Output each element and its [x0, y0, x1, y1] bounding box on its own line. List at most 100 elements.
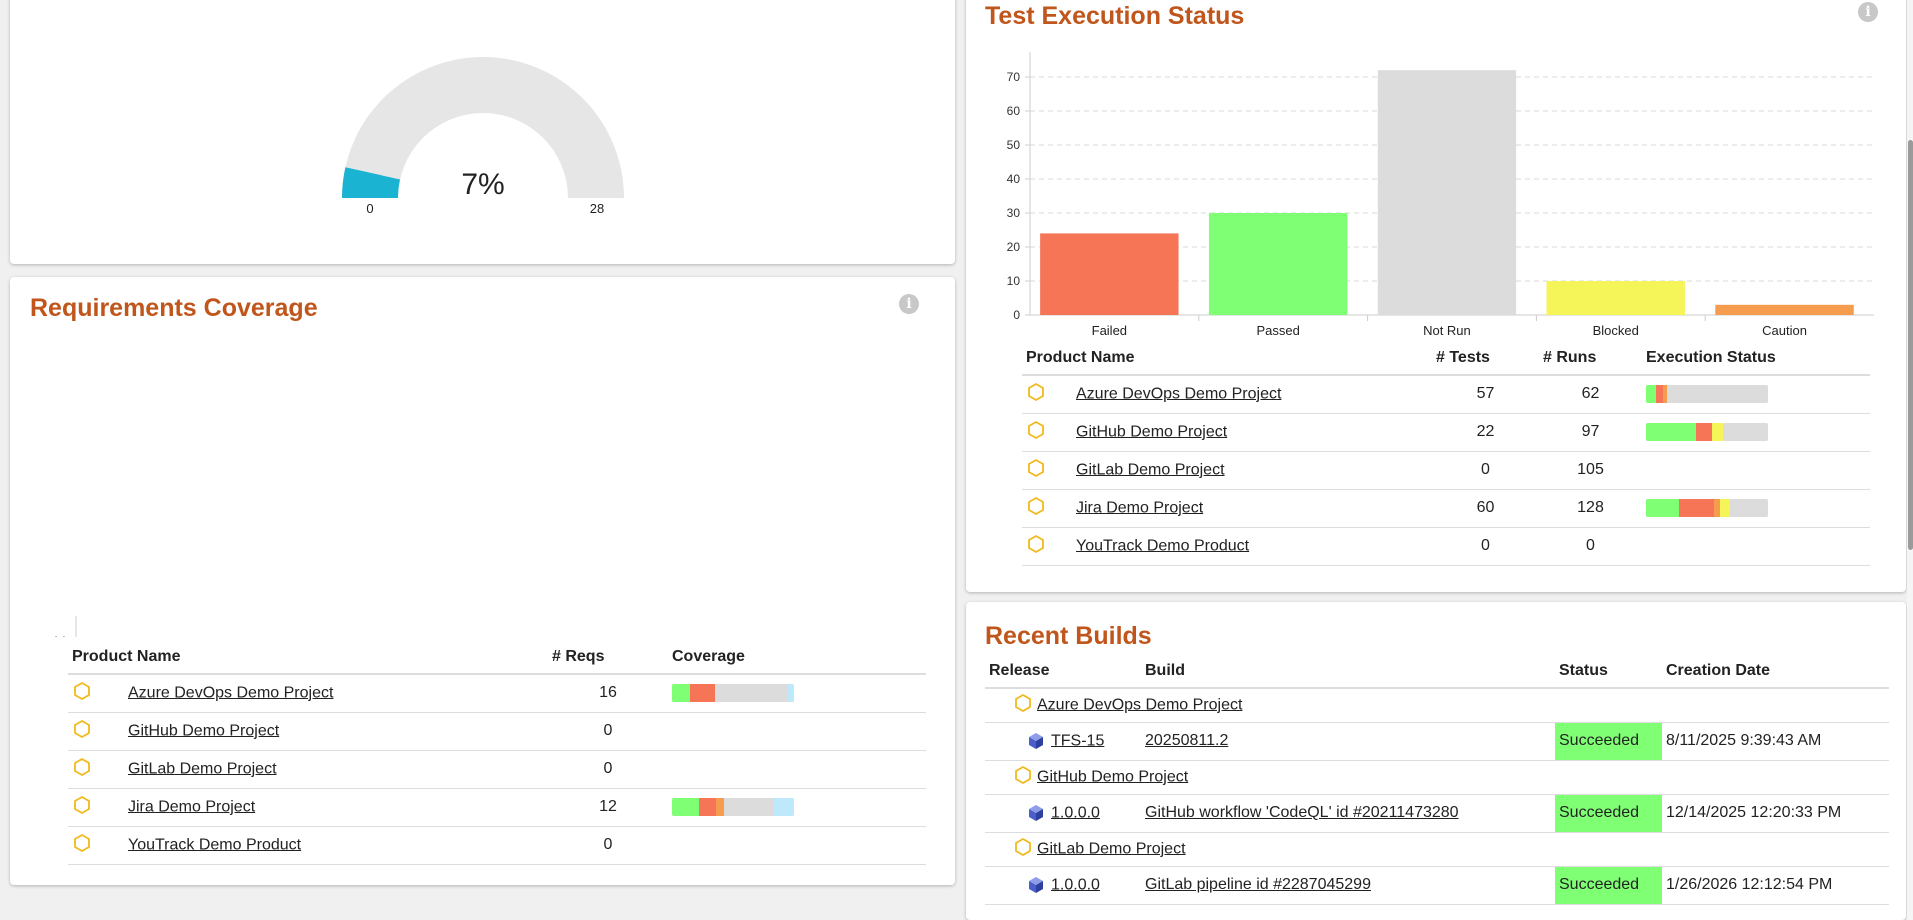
product-link[interactable]: Jira Demo Project — [1076, 499, 1204, 517]
table-row: Jira Demo Project 60 128 — [1022, 489, 1870, 528]
progress-segment — [672, 798, 699, 816]
product-cell: GitLab Demo Project — [1022, 451, 1432, 490]
reqs-cell: 16 — [548, 674, 668, 713]
product-link[interactable]: YouTrack Demo Product — [1076, 537, 1250, 555]
bar-caution[interactable] — [1715, 304, 1854, 315]
scrollbar-thumb[interactable] — [1908, 140, 1913, 550]
table-header-row: Product Name # Reqs Coverage — [68, 640, 926, 675]
column-header-creation-date: Creation Date — [1662, 654, 1889, 689]
build-group-row: GitHub Demo Project — [985, 760, 1889, 795]
status-badge: Succeeded — [1555, 722, 1662, 761]
build-group-row: Azure DevOps Demo Project — [985, 688, 1889, 723]
build-link[interactable]: GitHub workflow 'CodeQL' id #20211473280 — [1145, 804, 1459, 821]
requirements-coverage-title: Requirements Coverage — [30, 294, 318, 322]
creation-date-cell: 1/26/2026 12:12:54 PM — [1662, 866, 1889, 905]
release-link[interactable]: 1.0.0.0 — [1051, 804, 1100, 822]
product-cell: GitHub Demo Project — [1022, 413, 1432, 452]
project-link[interactable]: GitLab Demo Project — [1037, 840, 1186, 858]
info-icon[interactable]: i — [1858, 2, 1878, 22]
reqs-cell: 12 — [548, 788, 668, 827]
product-link[interactable]: GitLab Demo Project — [128, 760, 277, 778]
product-cell: GitHub Demo Project — [68, 712, 548, 751]
bar-passed[interactable] — [1208, 213, 1348, 315]
bar-failed[interactable] — [1040, 233, 1179, 315]
column-header-release: Release — [985, 654, 1141, 689]
x-tick-label: Blocked — [1593, 323, 1639, 338]
scrollbar-track[interactable] — [1907, 0, 1913, 920]
y-tick-label: 0 — [1013, 308, 1020, 322]
progress-segment — [715, 798, 725, 816]
gauge-max-label: 28 — [590, 201, 604, 216]
table-header-row: Product Name # Tests # Runs Execution St… — [1022, 341, 1870, 376]
table-row: GitHub Demo Project 22 97 — [1022, 413, 1870, 452]
project-link[interactable]: GitHub Demo Project — [1037, 768, 1189, 786]
coverage-cell — [668, 712, 926, 751]
table-row: GitLab Demo Project 0 — [68, 750, 926, 789]
requirements-table: Product Name # Reqs Coverage Azure DevOp… — [68, 640, 926, 865]
product-cell: YouTrack Demo Product — [68, 826, 548, 865]
project-link[interactable]: Azure DevOps Demo Project — [1037, 696, 1243, 714]
cube-icon — [1027, 876, 1051, 894]
progress-bar — [672, 684, 794, 703]
table-row: Azure DevOps Demo Project 57 62 — [1022, 375, 1870, 414]
progress-segment — [672, 684, 691, 703]
x-tick-label: Not Run — [1423, 323, 1471, 338]
product-link[interactable]: GitHub Demo Project — [128, 722, 280, 740]
table-row: Azure DevOps Demo Project 16 — [68, 674, 926, 713]
product-cell: Azure DevOps Demo Project — [1022, 375, 1432, 414]
requirements-coverage-panel: Requirements Coverage i 02468101214Passe… — [10, 277, 955, 885]
recent-builds-title: Recent Builds — [985, 622, 1152, 650]
progress-bar — [1646, 385, 1768, 404]
runs-cell: 0 — [1539, 527, 1642, 566]
release-link[interactable]: TFS-15 — [1051, 732, 1105, 750]
hexagon-outline-icon — [1026, 534, 1076, 559]
progress-segment — [1714, 499, 1721, 517]
runs-cell: 128 — [1539, 489, 1642, 528]
build-link[interactable]: 20250811.2 — [1145, 732, 1229, 749]
table-row: GitHub Demo Project 0 — [68, 712, 926, 751]
reqs-cell: 0 — [548, 826, 668, 865]
product-cell: GitLab Demo Project — [68, 750, 548, 789]
release-link[interactable]: 1.0.0.0 — [1051, 876, 1100, 894]
product-link[interactable]: Azure DevOps Demo Project — [128, 684, 334, 702]
progress-bar — [1646, 423, 1768, 441]
execution-table: Product Name # Tests # Runs Execution St… — [1022, 341, 1870, 566]
reqs-cell: 0 — [548, 750, 668, 789]
progress-segment — [1646, 423, 1697, 441]
hexagon-outline-icon — [1013, 837, 1037, 862]
progress-bar — [1646, 499, 1768, 517]
y-tick-label: 50 — [1007, 138, 1021, 152]
build-project-cell: Azure DevOps Demo Project — [985, 688, 1889, 723]
tests-cell: 60 — [1432, 489, 1539, 528]
product-link[interactable]: GitHub Demo Project — [1076, 423, 1228, 441]
reqs-cell: 0 — [548, 712, 668, 751]
product-link[interactable]: YouTrack Demo Product — [128, 836, 302, 854]
product-link[interactable]: GitLab Demo Project — [1076, 461, 1225, 479]
hexagon-outline-icon — [72, 795, 128, 820]
tests-cell: 57 — [1432, 375, 1539, 414]
creation-date-cell: 8/11/2025 9:39:43 AM — [1662, 722, 1889, 761]
y-tick-label: 30 — [1007, 206, 1021, 220]
column-header-coverage: Coverage — [668, 640, 926, 675]
build-link[interactable]: GitLab pipeline id #2287045299 — [1145, 876, 1371, 893]
build-row: 1.0.0.0 GitLab pipeline id #2287045299 Suc… — [985, 866, 1889, 905]
x-tick-label: Passed — [1256, 323, 1299, 338]
bar-blocked[interactable] — [1546, 281, 1685, 315]
table-header-row: Release Build Status Creation Date — [985, 654, 1889, 689]
runs-cell: 62 — [1539, 375, 1642, 414]
progress-segment — [773, 798, 794, 816]
info-icon[interactable]: i — [899, 294, 919, 314]
release-cell: 1.0.0.0 — [985, 866, 1141, 905]
gauge-track — [342, 57, 624, 198]
table-row: YouTrack Demo Product 0 0 — [1022, 527, 1870, 566]
bar-not-run[interactable] — [1377, 70, 1517, 315]
product-link[interactable]: Azure DevOps Demo Project — [1076, 385, 1282, 403]
hexagon-outline-icon — [72, 681, 128, 706]
build-cell: GitHub workflow 'CodeQL' id #20211473280 — [1141, 794, 1555, 833]
product-cell: YouTrack Demo Product — [1022, 527, 1432, 566]
hexagon-outline-icon — [1026, 458, 1076, 483]
build-cell: 20250811.2 — [1141, 722, 1555, 761]
hexagon-outline-icon — [72, 757, 128, 782]
creation-date-cell: 12/14/2025 12:20:33 PM — [1662, 794, 1889, 833]
product-link[interactable]: Jira Demo Project — [128, 798, 256, 816]
